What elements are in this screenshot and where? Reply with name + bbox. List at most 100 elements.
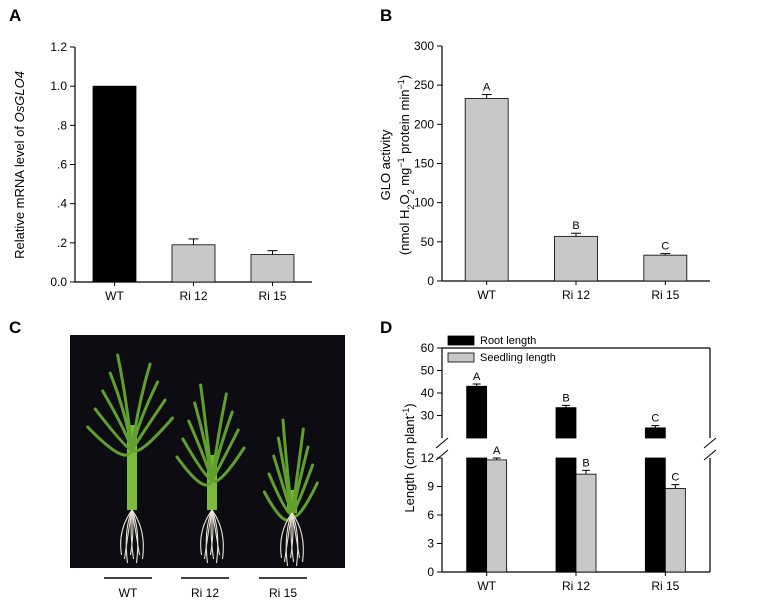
chart-a-bar <box>92 85 137 283</box>
chart-b-sig-letter: C <box>661 241 669 253</box>
chart-d-ytick-label: 12 <box>421 451 435 465</box>
chart-a-xtick-label: Ri 12 <box>179 289 207 303</box>
chart-a-bar <box>250 254 295 283</box>
rice-seedlings-illustration <box>70 335 345 568</box>
rice-root <box>211 509 221 556</box>
chart-a-ytick-label: .4 <box>57 197 67 211</box>
chart-d-bar-lower-segment <box>466 457 488 573</box>
chart-d-ylabel: Length (cm plant-1) <box>401 403 417 512</box>
rice-root <box>291 512 301 559</box>
rice-plant <box>175 383 246 564</box>
rice-plant <box>262 418 319 567</box>
chart-a-ylabel-gene: OsGLO4 <box>12 71 27 122</box>
rice-root <box>285 512 293 567</box>
rice-root <box>131 509 144 560</box>
chart-d-legend-label: Seedling length <box>480 352 556 364</box>
rice-leaf <box>130 398 167 452</box>
chart-a-ytick-label: 1.0 <box>50 79 67 93</box>
panel-letter-d: D <box>380 318 392 337</box>
rice-leaf <box>290 463 315 517</box>
rice-plant <box>86 353 175 564</box>
photo-labels: WT Ri 12 Ri 15 <box>104 577 307 600</box>
chart-d-legend-swatch <box>447 352 475 363</box>
chart-d-xtick-label: Ri 15 <box>651 579 679 593</box>
photo-label: Ri 12 <box>191 586 219 600</box>
rice-root <box>280 512 293 559</box>
panel-letter-b: B <box>380 6 392 25</box>
chart-a-ytick-label: .2 <box>57 236 67 250</box>
rice-root <box>125 509 133 564</box>
chart-d-ytick-label: 50 <box>421 364 435 378</box>
chart-b-ytick-label: 0 <box>427 274 434 288</box>
chart-d-ytick-label: 6 <box>427 508 434 522</box>
chart-d-xtick-label: WT <box>477 579 496 593</box>
rice-root <box>131 509 141 556</box>
rice-root <box>200 509 213 556</box>
rice-leaf <box>86 425 134 457</box>
chart-b-bar <box>464 98 509 282</box>
chart-d-bar <box>575 473 597 573</box>
rice-leaf <box>175 455 214 487</box>
rice-root <box>291 512 304 563</box>
chart-b-ytick-label: 100 <box>414 196 434 210</box>
rice-leaf <box>210 410 234 482</box>
chart-d-ytick-label: 30 <box>421 409 435 423</box>
chart-b-sig-letter: B <box>572 220 579 232</box>
panel-letter-c: C <box>9 318 21 337</box>
rice-root <box>205 509 213 564</box>
chart-a-ylabel-prefix: Relative mRNA level of <box>12 122 27 259</box>
rice-root <box>131 509 139 564</box>
chart-d-bar-upper-segment <box>644 427 666 439</box>
chart-b-ytick-label: 150 <box>414 157 434 171</box>
rice-leaf <box>210 428 240 482</box>
chart-a-ytick-label: .8 <box>57 118 67 132</box>
chart-d-xtick-label: Ri 12 <box>562 579 590 593</box>
chart-d-ytick-label: 0 <box>427 565 434 579</box>
chart-b: GLO activity (nmol H2O2 mg−1 protein min… <box>378 39 710 302</box>
chart-b-ytick-label: 200 <box>414 117 434 131</box>
rice-root <box>120 509 133 556</box>
rice-leaf <box>130 416 175 453</box>
chart-d-ytick-label: 3 <box>427 537 434 551</box>
chart-b-ytick-label: 50 <box>421 235 435 249</box>
chart-d-ytick-label: 40 <box>421 386 435 400</box>
photo-label: Ri 15 <box>269 586 297 600</box>
chart-d-axis-break-mark <box>703 449 717 461</box>
chart-d-bar-upper-segment <box>555 407 577 439</box>
chart-d-legend-swatch <box>447 335 475 346</box>
chart-a: Relative mRNA level of OsGLO4 0.0 .2 .4 .6.… <box>12 40 312 303</box>
rice-root <box>211 509 219 564</box>
chart-d-sig-letter: A <box>493 445 501 457</box>
rice-root <box>290 512 295 563</box>
chart-b-bar <box>554 235 598 282</box>
chart-a-ylabel: Relative mRNA level of OsGLO4 <box>12 71 27 259</box>
chart-b-ylabel-line1: GLO activity <box>378 129 393 200</box>
rice-seedlings-photo <box>70 335 345 568</box>
chart-d-bar <box>486 459 508 573</box>
rice-root <box>291 512 299 567</box>
chart-b-xtick-label: WT <box>477 288 496 302</box>
chart-a-ytick-label: .6 <box>57 158 67 172</box>
panel-letter-a: A <box>9 6 21 25</box>
chart-d-sig-letter: A <box>473 371 481 383</box>
photo-label: WT <box>119 586 138 600</box>
chart-a-bar <box>171 244 216 283</box>
chart-d-bar-lower-segment <box>555 457 577 573</box>
rice-leaf <box>130 380 160 452</box>
chart-b-ytick-label: 300 <box>414 39 434 53</box>
chart-d-axis-break-mark <box>435 437 449 449</box>
rice-stem <box>127 425 137 510</box>
rice-root <box>210 509 215 560</box>
rice-leaf <box>187 419 214 482</box>
chart-d-sig-letter: B <box>582 457 589 469</box>
chart-d-ytick-label: 60 <box>421 341 435 355</box>
chart-d-sig-letter: B <box>562 392 569 404</box>
rice-leaf <box>101 389 134 452</box>
chart-b-sig-letter: A <box>483 82 491 94</box>
rice-leaf <box>272 454 294 517</box>
chart-d-legend-label: Root length <box>480 335 536 347</box>
chart-a-xtick-label: Ri 15 <box>258 289 286 303</box>
chart-d: Length (cm plant-1) 0 3 6 9 12 30 40 50 60 WT A A Ri… <box>401 335 717 593</box>
chart-a-xtick-label: WT <box>105 289 124 303</box>
